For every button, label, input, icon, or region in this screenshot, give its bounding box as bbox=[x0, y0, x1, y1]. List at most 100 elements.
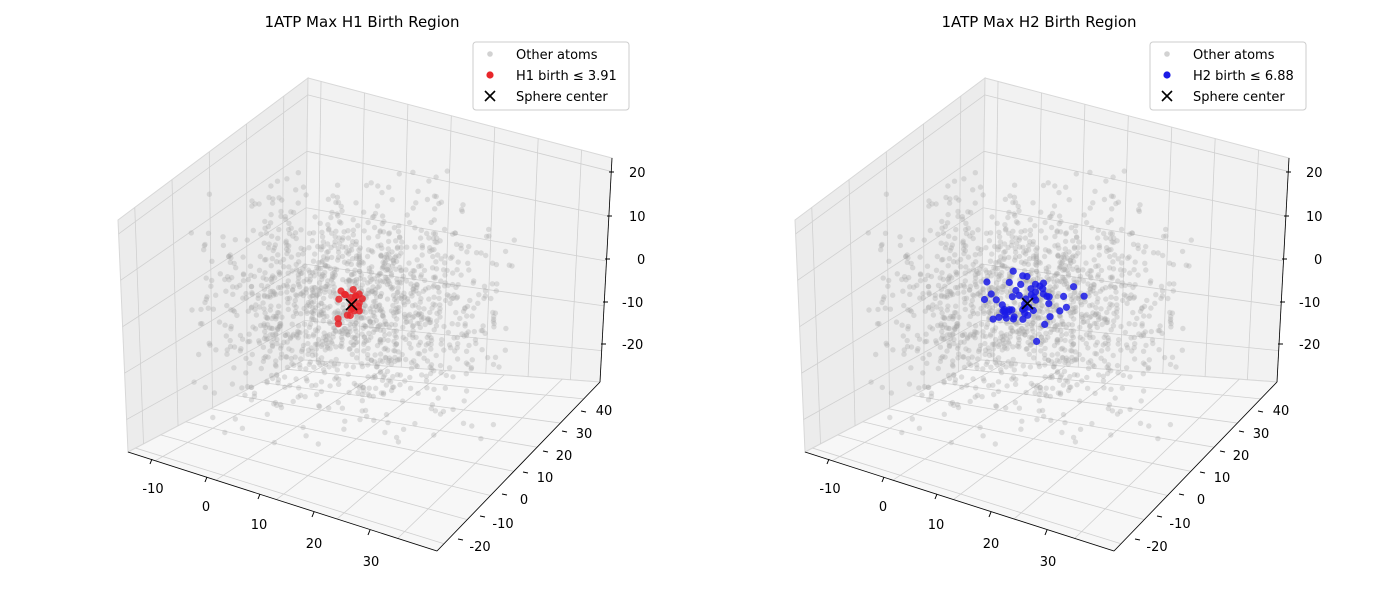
other-atom-point bbox=[271, 313, 277, 320]
other-atom-point bbox=[1101, 385, 1107, 391]
other-atom-point bbox=[1124, 300, 1130, 307]
other-atom-point bbox=[339, 344, 345, 350]
other-atom-point bbox=[1085, 281, 1091, 287]
other-atom-point bbox=[1048, 417, 1054, 423]
other-atom-point bbox=[202, 384, 208, 391]
other-atom-point bbox=[220, 242, 227, 249]
x-tick-label: 10 bbox=[928, 518, 945, 533]
other-atom-point bbox=[478, 327, 484, 334]
other-atom-point bbox=[1121, 168, 1128, 174]
gridline bbox=[185, 421, 491, 496]
other-atom-point bbox=[410, 205, 416, 211]
other-atom-point bbox=[427, 309, 433, 316]
other-atom-point bbox=[359, 398, 365, 404]
other-atom-point bbox=[502, 248, 509, 255]
other-atom-point bbox=[396, 253, 402, 259]
other-atom-point bbox=[962, 278, 968, 284]
other-atom-point bbox=[882, 305, 888, 311]
other-atom-point bbox=[887, 414, 893, 421]
other-atom-point bbox=[938, 293, 945, 299]
other-atom-point bbox=[961, 176, 967, 182]
other-atom-point bbox=[463, 388, 470, 394]
other-atom-point bbox=[1111, 310, 1117, 316]
other-atom-point bbox=[1140, 360, 1147, 366]
other-atom-point bbox=[300, 424, 306, 431]
other-atom-point bbox=[503, 325, 509, 332]
other-atom-point bbox=[315, 302, 322, 308]
other-atom-point bbox=[1143, 267, 1149, 273]
other-atom-point bbox=[361, 209, 367, 215]
other-atom-point bbox=[993, 403, 999, 409]
other-atom-point bbox=[967, 398, 973, 405]
other-atom-point bbox=[436, 295, 442, 302]
other-atom-point bbox=[1085, 345, 1091, 351]
other-atom-point bbox=[442, 385, 448, 391]
other-atom-point bbox=[410, 273, 416, 279]
other-atom-point bbox=[1092, 390, 1098, 396]
other-atom-point bbox=[328, 214, 334, 221]
other-atom-point bbox=[1119, 385, 1126, 391]
legend-entry: Sphere center bbox=[516, 90, 608, 105]
other-atom-point bbox=[268, 183, 274, 189]
other-atom-point bbox=[947, 273, 953, 279]
other-atom-point bbox=[962, 248, 968, 254]
other-atom-point bbox=[432, 302, 438, 308]
other-atom-point bbox=[969, 354, 975, 360]
other-atom-point bbox=[970, 267, 977, 273]
subplot-left: 1ATP Max H1 Birth Region 20 10 0 -10 -20… bbox=[117, 13, 646, 570]
highlight-atom-point bbox=[992, 296, 1000, 304]
z-tick-label: -10 bbox=[622, 296, 643, 311]
other-atom-point bbox=[437, 306, 443, 312]
other-atom-point bbox=[196, 351, 202, 358]
other-atom-point bbox=[425, 285, 432, 291]
other-atom-point bbox=[920, 370, 926, 376]
other-atom-point bbox=[1130, 241, 1137, 247]
other-atom-point bbox=[336, 376, 342, 383]
other-atom-point bbox=[303, 285, 309, 292]
other-atom-point bbox=[240, 278, 247, 284]
other-atom-point bbox=[364, 290, 370, 297]
other-atom-point bbox=[946, 325, 953, 332]
other-atom-point bbox=[1056, 377, 1063, 383]
other-atom-point bbox=[312, 251, 318, 257]
other-atom-point bbox=[342, 418, 348, 424]
other-atom-point bbox=[359, 408, 365, 414]
other-atom-point bbox=[1156, 347, 1162, 353]
other-atom-point bbox=[249, 291, 255, 297]
other-atom-point bbox=[388, 271, 395, 277]
other-atom-point bbox=[1089, 244, 1095, 250]
other-atom-point bbox=[1070, 253, 1076, 259]
other-atom-point bbox=[400, 398, 406, 404]
other-atom-point bbox=[438, 370, 444, 376]
other-atom-point bbox=[492, 354, 499, 360]
other-atom-point bbox=[897, 242, 904, 249]
other-atom-point bbox=[1003, 364, 1009, 370]
gridline bbox=[210, 408, 514, 472]
other-atom-point bbox=[364, 413, 370, 420]
other-atom-point bbox=[911, 284, 917, 290]
other-atom-point bbox=[376, 302, 383, 308]
other-atom-point bbox=[285, 300, 291, 306]
other-atom-point bbox=[966, 287, 973, 293]
other-atom-point bbox=[356, 259, 363, 266]
other-atom-point bbox=[418, 227, 424, 233]
other-atom-point bbox=[955, 351, 962, 357]
other-atom-point bbox=[1018, 259, 1025, 265]
other-atom-point bbox=[273, 363, 279, 369]
other-atom-point bbox=[297, 362, 303, 368]
other-atom-point bbox=[893, 319, 900, 325]
other-atom-point bbox=[320, 318, 326, 324]
other-atom-point bbox=[1051, 364, 1057, 370]
other-atom-point bbox=[359, 331, 365, 337]
other-atom-point bbox=[1081, 244, 1087, 250]
other-atom-point bbox=[284, 354, 290, 360]
other-atom-point bbox=[1165, 295, 1171, 302]
highlight-atom-point bbox=[1008, 293, 1017, 301]
other-atom-point bbox=[951, 402, 957, 408]
other-atom-point bbox=[1131, 267, 1137, 273]
other-atom-point bbox=[268, 211, 274, 218]
other-atom-point bbox=[1038, 209, 1044, 215]
other-atom-point bbox=[469, 357, 475, 363]
other-atom-point bbox=[278, 345, 284, 351]
other-atom-point bbox=[278, 404, 285, 411]
